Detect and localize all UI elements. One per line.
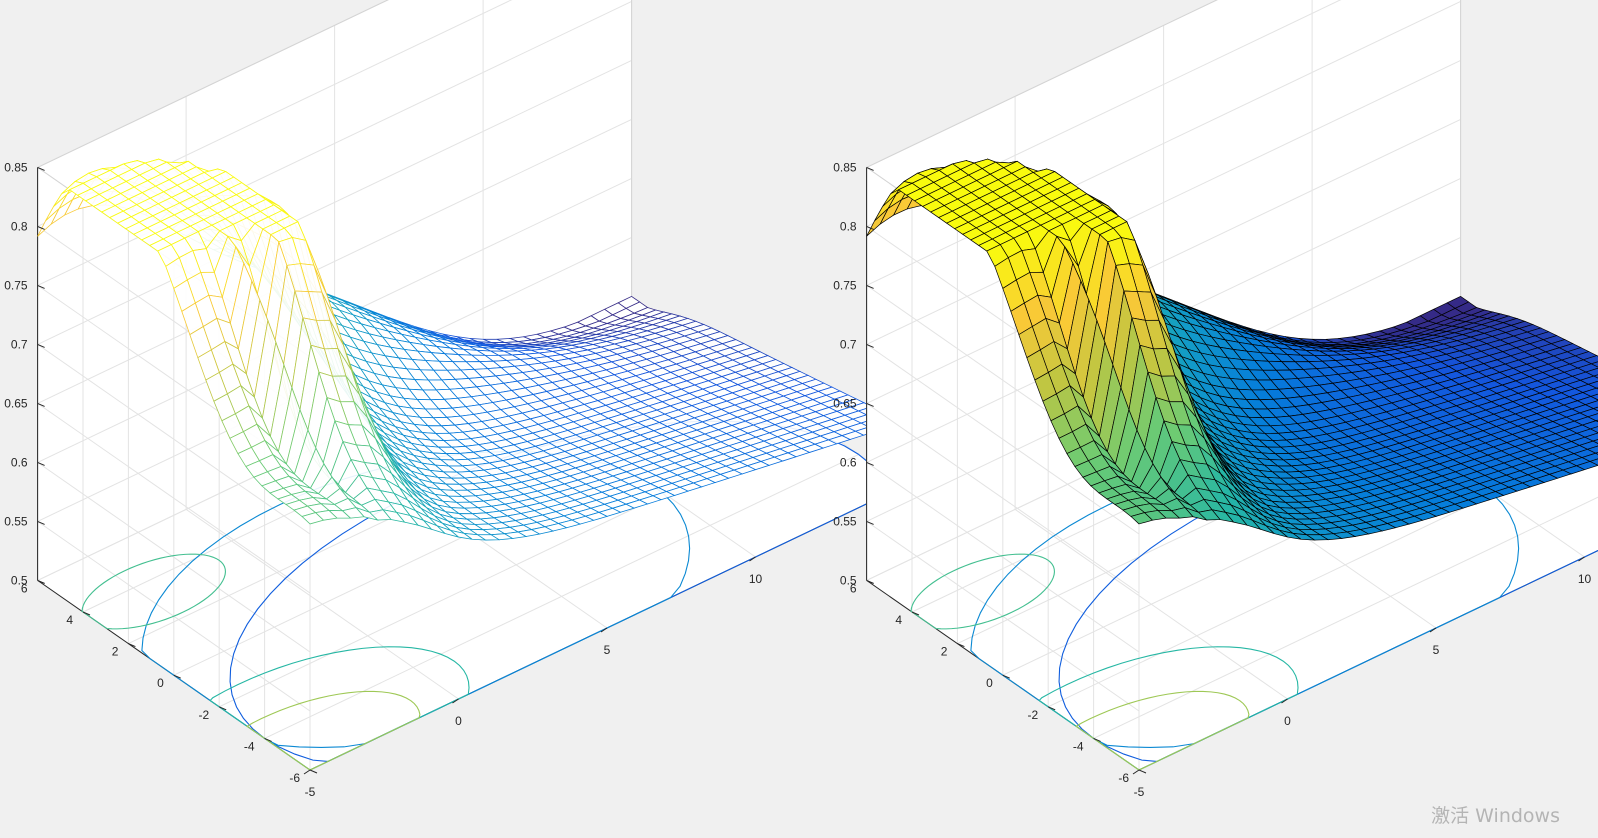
- z-tick-label: 0.5: [11, 573, 28, 587]
- contour-line: [910, 553, 1055, 630]
- z-tick-label: 0.8: [840, 219, 857, 233]
- surface-mesh: [37, 158, 906, 541]
- contour-line: [246, 690, 421, 771]
- y-tick-label: 2: [112, 645, 119, 659]
- x-tick-label: -5: [1134, 785, 1145, 799]
- surface-plot-right: -5051015-6-4-202460.50.550.60.650.70.750…: [833, 0, 1598, 799]
- z-tick-label: 0.75: [4, 278, 28, 292]
- y-tick-label: 4: [66, 613, 73, 627]
- x-tick-label: 5: [1433, 643, 1440, 657]
- z-tick-label: 0.5: [840, 573, 857, 587]
- contour-line: [1075, 690, 1250, 771]
- y-tick-label: 2: [941, 645, 948, 659]
- x-tick-label: 0: [455, 714, 462, 728]
- z-tick-label: 0.85: [833, 160, 857, 174]
- windows-activation-watermark: 激活 Windows: [1431, 805, 1560, 827]
- x-tick-label: 10: [749, 572, 763, 586]
- surface-face: [301, 512, 325, 525]
- surface-mesh: [866, 158, 1598, 541]
- z-tick-label: 0.6: [840, 455, 857, 469]
- x-tick-label: 5: [604, 643, 611, 657]
- x-tick-label: 10: [1578, 572, 1592, 586]
- y-tick-label: -4: [1073, 739, 1084, 753]
- z-tick-label: 0.85: [4, 160, 28, 174]
- z-tick-label: 0.75: [833, 278, 857, 292]
- z-tick-label: 0.65: [833, 396, 857, 410]
- y-tick-label: -2: [1028, 708, 1039, 722]
- z-tick-label: 0.7: [11, 337, 28, 351]
- contour-line: [81, 553, 226, 630]
- z-tick-label: 0.6: [11, 455, 28, 469]
- y-tick-label: -2: [199, 708, 210, 722]
- x-tick-label: 0: [1284, 714, 1291, 728]
- surface-face: [1130, 512, 1154, 525]
- y-tick-label: -6: [1118, 771, 1129, 785]
- z-tick-label: 0.55: [4, 514, 28, 528]
- y-tick-label: -4: [244, 739, 255, 753]
- tick-labels: -5051015-6-4-202460.50.550.60.650.70.750…: [833, 160, 1592, 799]
- y-tick-label: 0: [986, 676, 993, 690]
- y-tick-label: -6: [289, 771, 300, 785]
- y-tick-label: 6: [21, 581, 28, 595]
- y-tick-label: 4: [895, 613, 902, 627]
- surface-plot-left: -5051015-6-4-202460.50.550.60.650.70.750…: [4, 0, 911, 799]
- z-tick-label: 0.55: [833, 514, 857, 528]
- x-tick-label: -5: [305, 785, 316, 799]
- z-tick-label: 0.7: [840, 337, 857, 351]
- y-tick-label: 6: [850, 581, 857, 595]
- y-tick-label: 0: [157, 676, 164, 690]
- z-tick-label: 0.8: [11, 219, 28, 233]
- z-tick-label: 0.65: [4, 396, 28, 410]
